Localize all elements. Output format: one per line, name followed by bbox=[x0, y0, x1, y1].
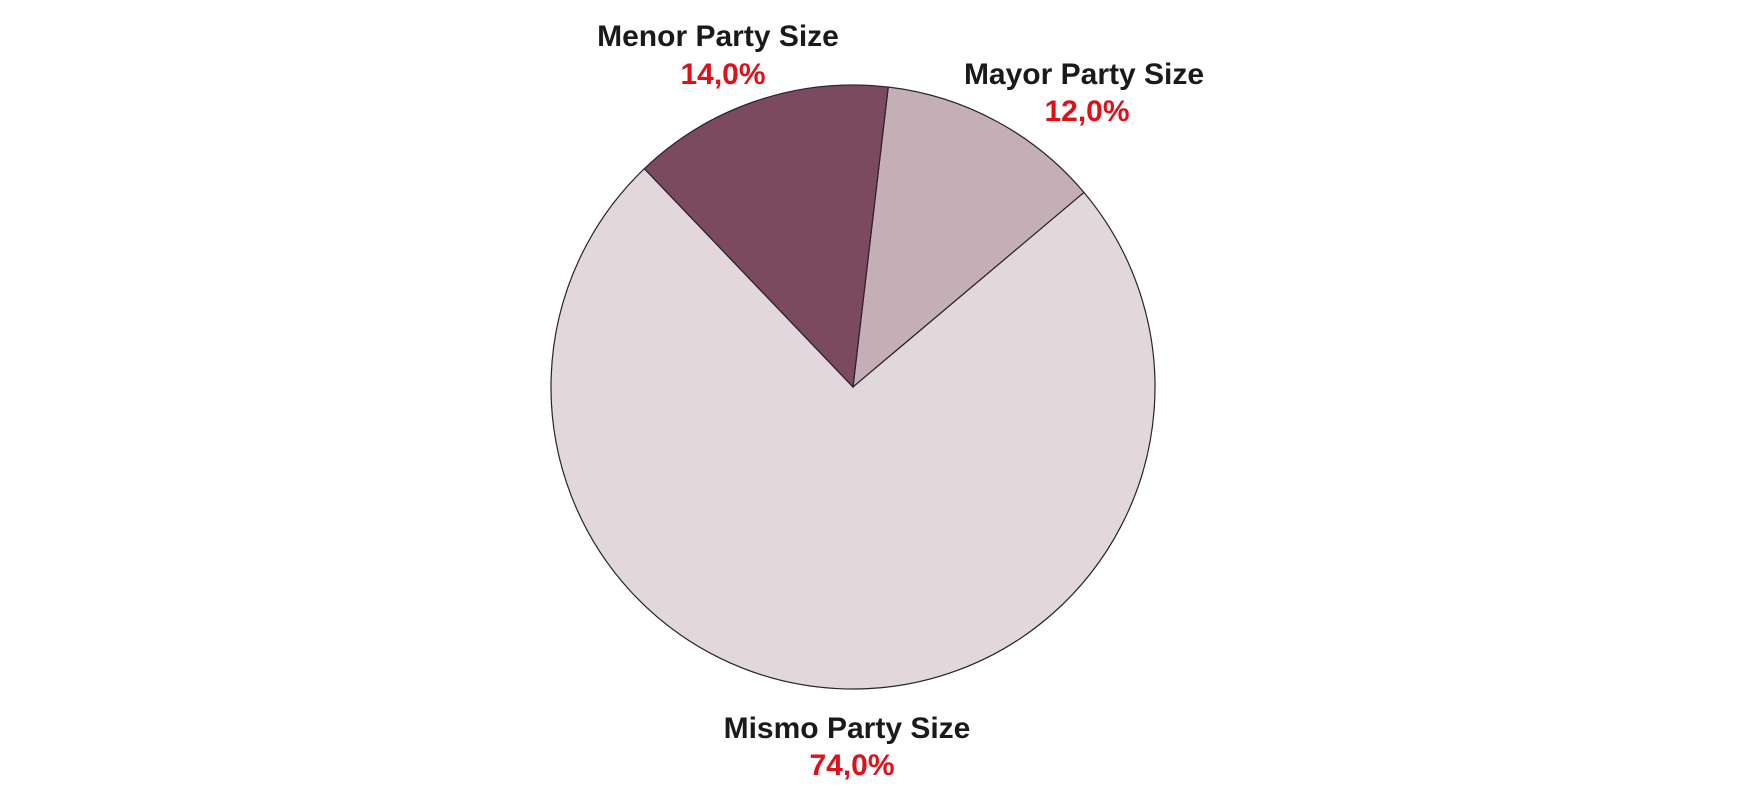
slice-label: Mismo Party Size bbox=[724, 712, 971, 745]
slice-value-label: 14,0% bbox=[680, 58, 765, 91]
pie-slice bbox=[852, 86, 1085, 389]
slice-value-label: 12,0% bbox=[1044, 95, 1129, 128]
pie-slice bbox=[550, 167, 1156, 690]
pie-slice bbox=[643, 84, 889, 389]
slice-value-label: 74,0% bbox=[809, 749, 894, 782]
slice-label: Mayor Party Size bbox=[964, 58, 1204, 91]
slice-label: Menor Party Size bbox=[597, 20, 839, 53]
